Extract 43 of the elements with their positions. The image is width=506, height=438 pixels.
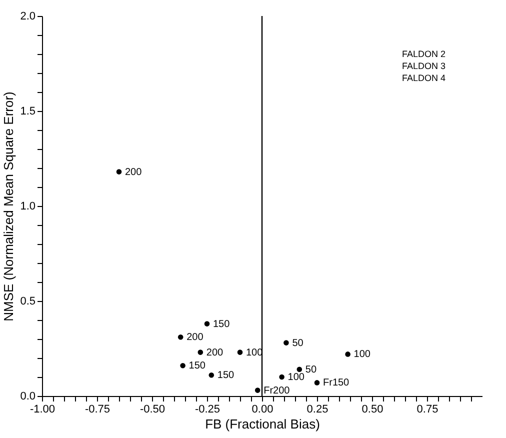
annotation: FALDON 2 <box>402 49 446 59</box>
annotation: 50 <box>292 338 304 349</box>
annotation: 50 <box>305 364 317 376</box>
x-tick-label: -0.25 <box>194 404 220 416</box>
x-axis-title: FB (Fractional Bias) <box>205 416 320 432</box>
annotation: 150 <box>188 360 206 372</box>
annotation: FALDON 3 <box>402 61 446 71</box>
x-tick-label: 0.25 <box>306 404 328 416</box>
annotation: FALDON 4 <box>402 73 446 83</box>
point <box>345 352 350 357</box>
point <box>180 362 186 368</box>
y-tick-label: 0.5 <box>20 296 36 308</box>
x-tick-label: 0.75 <box>416 404 438 416</box>
x-tick-label: -0.50 <box>140 404 166 416</box>
y-tick-label: 1.5 <box>20 106 36 118</box>
point <box>204 321 210 326</box>
point <box>296 366 302 372</box>
y-axis-title: NMSE (Normalized Mean Square Error) <box>1 92 16 322</box>
annotation: 200 <box>186 332 204 344</box>
annotation: Fr150 <box>323 378 350 389</box>
x-tick-label: -0.75 <box>84 404 110 416</box>
point <box>279 374 284 380</box>
annotation: 200 <box>125 166 142 178</box>
point <box>208 372 214 378</box>
point <box>237 350 243 355</box>
point <box>116 169 122 174</box>
annotation: 150 <box>217 370 235 382</box>
annotation: 100 <box>354 349 371 360</box>
point <box>178 334 184 340</box>
y-tick-label: 1.0 <box>20 200 36 212</box>
x-tick-label: 0.00 <box>252 404 274 416</box>
x-tick-label: 0.50 <box>362 404 384 416</box>
annotation: Fr200 <box>264 385 290 396</box>
y-tick-label: 2.0 <box>20 10 36 22</box>
point <box>314 380 320 386</box>
annotation: 200 <box>206 347 224 358</box>
y-tick-label: 0.0 <box>20 390 36 402</box>
annotation: 100 <box>288 372 305 383</box>
annotation: 150 <box>213 318 230 330</box>
point <box>284 340 289 346</box>
point <box>254 388 260 393</box>
x-tick-label: -1.00 <box>30 404 56 416</box>
point <box>198 350 204 355</box>
